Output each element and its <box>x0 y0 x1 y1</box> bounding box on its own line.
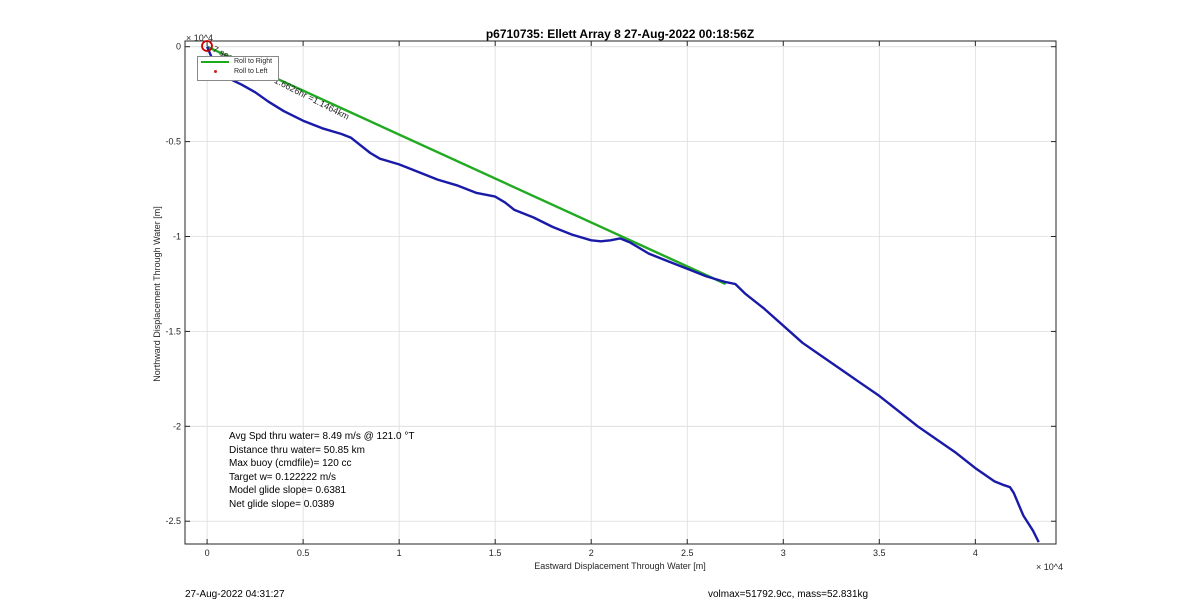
stats-block: Avg Spd thru water= 8.49 m/s @ 121.0 °T … <box>229 430 414 512</box>
plot-area-frame <box>184 40 1057 545</box>
y-exponent-label: × 10^4 <box>186 33 213 43</box>
y-tick-label: -2.5 <box>165 516 181 526</box>
y-tick-label: -1.5 <box>165 326 181 336</box>
y-tick-label: -0.5 <box>165 137 181 147</box>
y-tick-label: 0 <box>176 42 181 52</box>
grid-lines <box>185 41 1056 544</box>
legend-line-swatch <box>201 61 229 63</box>
stat-model-glide: Model glide slope= 0.6381 <box>229 485 347 497</box>
legend: Roll to Right Roll to Left <box>197 56 279 81</box>
stat-avg-speed: Avg Spd thru water= 8.49 m/s @ 121.0 °T <box>229 431 415 442</box>
legend-item-roll-right: Roll to Right <box>198 57 278 67</box>
stat-net-glide: Net glide slope= 0.0389 <box>229 498 335 510</box>
x-tick-label: 1 <box>397 548 402 558</box>
x-tick-label: 2 <box>589 548 594 558</box>
series-line-net <box>206 45 727 286</box>
footer-mass-info: volmax=51792.9cc, mass=52.831kg <box>708 589 869 600</box>
x-tick-label: 3.5 <box>873 548 886 558</box>
y-tick-label: -1 <box>173 232 181 242</box>
stat-target-w: Target w= 0.122222 m/s <box>229 471 337 483</box>
x-tick-label: 2.5 <box>681 548 694 558</box>
x-exponent-label: × 10^4 <box>1036 562 1063 572</box>
x-tick-label: 0 <box>205 548 210 558</box>
y-axis-ticks: 0 -0.5 -1 -1.5 -2 -2.5 <box>165 42 1056 526</box>
chart-title: p6710735: Ellett Array 8 27-Aug-2022 00:… <box>486 27 754 41</box>
start-marker <box>201 40 213 52</box>
series-line-track <box>205 46 1040 543</box>
data-series <box>205 45 1040 543</box>
stat-max-buoy: Max buoy (cmdfile)= 120 cc <box>229 458 352 470</box>
legend-label-roll-right: Roll to Right <box>234 58 273 65</box>
x-axis-ticks: 0 0.5 1 1.5 2 2.5 3 3.5 4 <box>205 41 978 558</box>
legend-item-roll-left: Roll to Left <box>198 67 278 77</box>
x-tick-label: 3 <box>781 548 786 558</box>
x-tick-label: 4 <box>973 548 978 558</box>
x-axis-label: Eastward Displacement Through Water [m] <box>534 561 706 571</box>
x-tick-label: 0.5 <box>297 548 310 558</box>
x-tick-label: 1.5 <box>489 548 502 558</box>
legend-dot-swatch <box>214 70 217 73</box>
stat-distance: Distance thru water= 50.85 km <box>229 444 365 456</box>
footer-timestamp: 27-Aug-2022 04:31:27 <box>185 589 285 600</box>
y-tick-label: -2 <box>173 421 181 431</box>
y-axis-label: Northward Displacement Through Water [m] <box>152 206 162 382</box>
legend-label-roll-left: Roll to Left <box>234 68 268 75</box>
